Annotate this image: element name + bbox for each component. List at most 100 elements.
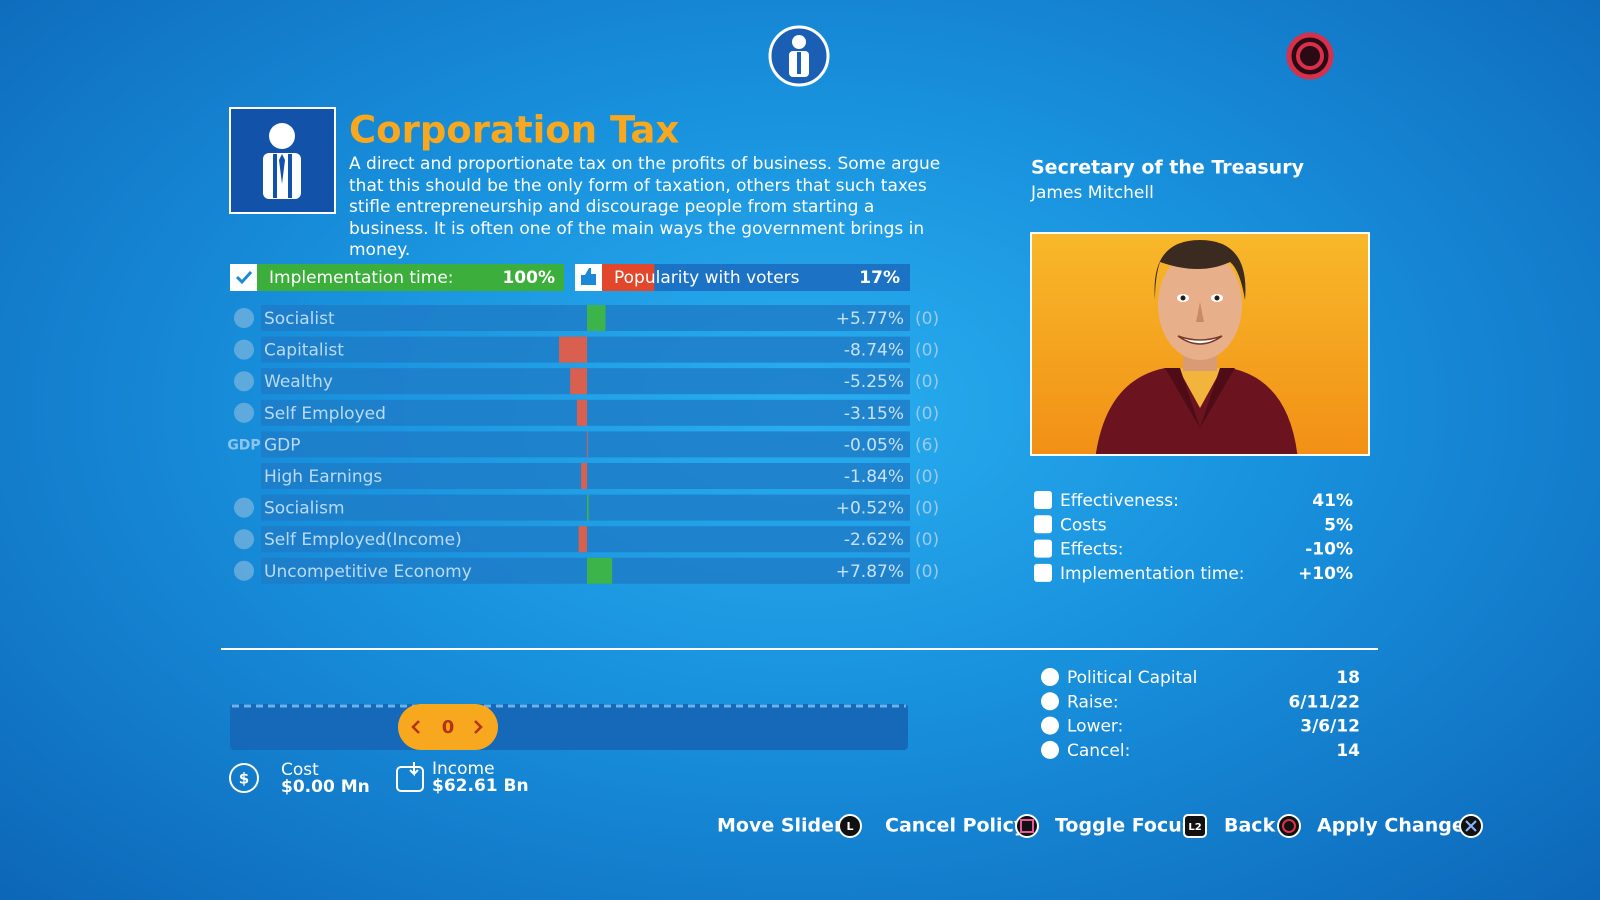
hint-button-icon (838, 814, 862, 838)
stat-icon (1034, 563, 1052, 582)
effect-delay: (0) (915, 530, 939, 550)
effect-delay: (0) (915, 467, 939, 487)
effect-bar (587, 557, 613, 584)
policy-title: Corporation Tax (349, 109, 679, 152)
effect-row (261, 431, 910, 458)
close-button[interactable] (1286, 32, 1334, 80)
effect-name: Self Employed (264, 404, 386, 424)
political-capital: Political Capital 18 Raise: 6/11/22 Lower: 3/… (1041, 668, 1360, 761)
effect-delay: (0) (915, 341, 939, 361)
effects-list: Socialist +5.77% (0) Capitalist -8.74% (0) Wea… (227, 305, 939, 584)
effect-name: Uncompetitive Economy (264, 562, 472, 582)
effect-value: -5.25% (844, 372, 904, 392)
effect-name: Wealthy (264, 372, 333, 392)
effect-delay: (0) (915, 499, 939, 519)
hint-button-icon (1183, 814, 1207, 838)
income-value: $62.61 Bn (432, 776, 529, 796)
income-label: Income (432, 759, 495, 779)
square-symbol (1020, 819, 1034, 833)
capital-label: Lower: (1067, 717, 1123, 737)
effect-icon (234, 529, 254, 550)
cost-value: $0.00 Mn (281, 777, 370, 797)
cost-icon-symbol: $ (239, 770, 249, 788)
hint-button-text: L2 (1188, 822, 1201, 833)
hint-button-text: L (846, 820, 853, 833)
effect-value: -1.84% (844, 467, 904, 487)
stat-icon (1034, 491, 1052, 509)
cost-label: Cost (281, 760, 319, 780)
effect-delay: (6) (915, 435, 939, 455)
effect-name: Self Employed(Income) (264, 530, 462, 550)
capital-icon (1041, 668, 1059, 686)
check-mark (235, 270, 253, 285)
hint-label[interactable]: Move Slider (717, 815, 844, 837)
effect-bar (576, 399, 587, 426)
effect-bar (586, 431, 588, 458)
icon-part (279, 154, 285, 184)
stat-label: Costs (1060, 515, 1107, 535)
capital-value: 3/6/12 (1300, 717, 1360, 737)
portrait-art (1095, 240, 1298, 454)
hint-label[interactable]: Cancel Policy (885, 815, 1027, 837)
effect-bar (587, 494, 589, 521)
effect-name: Socialist (264, 309, 335, 329)
slider-knob[interactable] (398, 704, 498, 750)
effect-value: -3.15% (844, 404, 904, 424)
implementation-label: Implementation time: (269, 268, 454, 288)
popularity-bar (602, 264, 655, 291)
policy-description: A direct and proportionate tax on the pr… (349, 154, 941, 260)
effect-row (261, 305, 910, 331)
minister-role: Secretary of the Treasury (1031, 157, 1305, 179)
capital-icon (1041, 740, 1059, 759)
minister-stats: Effectiveness: 41% Costs 5% Effects: -10% Impl… (1034, 491, 1353, 584)
effect-row (261, 494, 910, 521)
icon-part (269, 123, 295, 149)
check-icon (230, 264, 257, 291)
effect-bar (587, 305, 606, 331)
effect-icon (234, 371, 254, 392)
effect-row (261, 557, 910, 584)
capital-label: Cancel: (1067, 741, 1130, 761)
icon-part (273, 154, 277, 198)
effect-value: -0.05% (844, 435, 904, 455)
effect-bar (578, 526, 587, 553)
stat-value: -10% (1305, 540, 1353, 560)
effect-delay: (0) (915, 309, 939, 329)
hint-label[interactable]: Apply Changes (1317, 815, 1476, 837)
cost-icon (229, 763, 259, 793)
effect-icon (234, 339, 254, 360)
stat-icon (1034, 515, 1052, 534)
income-arrow (409, 762, 419, 777)
close-button-ring (1296, 42, 1324, 70)
capital-value: 6/11/22 (1288, 692, 1360, 712)
effect-value: +7.87% (836, 562, 904, 582)
effect-value: +5.77% (836, 309, 904, 329)
stat-label: Effectiveness: (1060, 491, 1179, 511)
hint-label[interactable]: Toggle Focus (1055, 815, 1193, 837)
stat-icon (1034, 539, 1052, 558)
circle-symbol (1282, 819, 1296, 833)
slider-value: 0 (442, 717, 455, 738)
implementation-bar (257, 264, 564, 291)
policy-slider[interactable] (230, 704, 908, 750)
income-icon (396, 766, 424, 792)
effect-name: GDP (264, 435, 301, 455)
popularity-value: 17% (859, 268, 900, 288)
effect-name: High Earnings (264, 467, 382, 487)
stat-value: +10% (1298, 564, 1353, 584)
effect-icon (234, 402, 254, 423)
effect-bar (581, 463, 587, 489)
effect-bar (570, 368, 587, 395)
cross-symbol (1465, 820, 1477, 832)
capital-label: Raise: (1067, 692, 1119, 712)
hint-button-icon (1277, 814, 1301, 838)
hint-label[interactable]: Back (1224, 815, 1276, 837)
capital-icon (1041, 716, 1059, 735)
effect-delay: (0) (915, 562, 939, 582)
popularity-label: Popularity with voters (614, 268, 800, 288)
capital-label: Political Capital (1067, 668, 1197, 688)
effect-icon (234, 308, 254, 328)
stat-value: 5% (1324, 515, 1353, 535)
